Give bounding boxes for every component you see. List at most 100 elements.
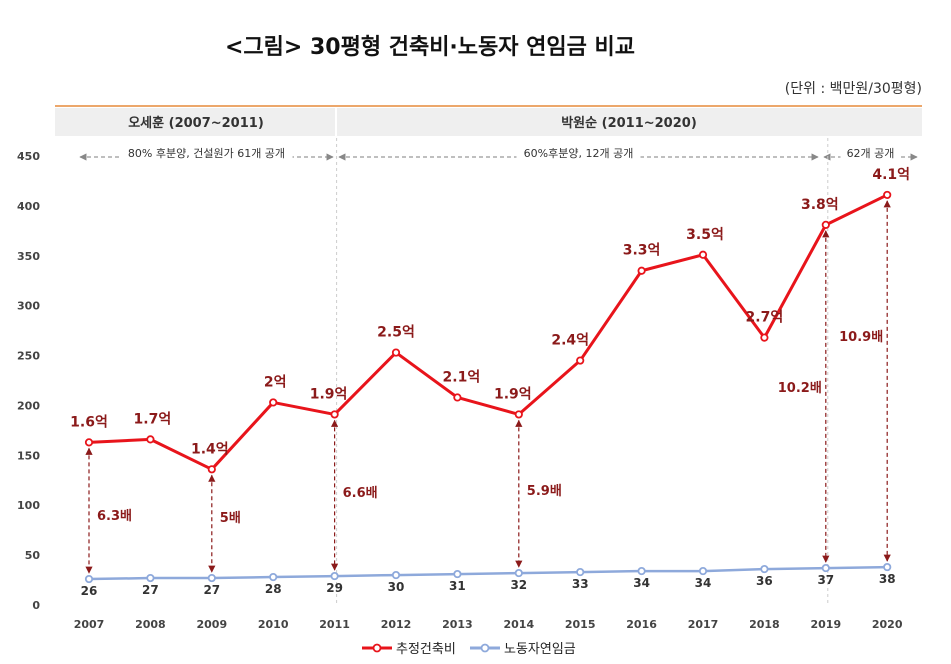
wage-data-label: 38 (879, 572, 896, 586)
y-tick-label: 450 (17, 150, 40, 163)
cost-data-label: 1.9억 (310, 386, 348, 402)
data-point (146, 573, 155, 583)
cost-data-label: 3.5억 (686, 227, 724, 243)
data-point (84, 574, 94, 584)
data-point (330, 410, 339, 419)
x-tick-label: 2016 (626, 618, 657, 631)
series-line (88, 565, 888, 581)
cost-data-label: 2.4억 (551, 333, 589, 349)
data-point (760, 564, 769, 574)
y-tick-label: 200 (17, 399, 40, 412)
wage-data-label: 29 (326, 581, 343, 595)
data-point (637, 266, 646, 275)
wage-data-label: 34 (695, 576, 712, 590)
legend-label: 노동자연임금 (504, 642, 576, 657)
data-point (760, 333, 769, 342)
y-tick-label: 400 (17, 200, 40, 213)
x-tick-label: 2017 (688, 618, 719, 631)
data-point (453, 393, 462, 402)
legend-swatch-marker (480, 643, 490, 653)
y-tick-label: 50 (25, 549, 41, 562)
y-tick-label: 250 (17, 350, 40, 363)
cost-data-label: 4.1억 (872, 167, 910, 183)
x-tick-label: 2011 (319, 618, 350, 631)
data-point (883, 562, 892, 572)
data-point (576, 567, 585, 577)
data-point (269, 572, 278, 582)
ratio-label: 5배 (220, 510, 241, 526)
y-tick-label: 350 (17, 250, 40, 263)
cost-data-label: 1.6억 (70, 414, 108, 430)
wage-data-label: 27 (203, 583, 220, 597)
y-tick-label: 150 (17, 449, 40, 462)
period-labels: 오세훈 (2007~2011) 박원순 (2011~2020) (128, 115, 697, 131)
period-band (55, 108, 922, 136)
wage-data-label: 33 (572, 577, 589, 591)
ratio-label: 10.2배 (778, 380, 822, 396)
x-axis: 2007 2008 2009 2010 2011 2012 2013 2014 2015 2016… (74, 618, 903, 631)
policy-label-bg (516, 145, 641, 161)
x-tick-label: 2009 (196, 618, 227, 631)
x-tick-label: 2007 (74, 618, 105, 631)
policy-label: 80% 후분양, 건설원가 61개 공개 (128, 147, 285, 160)
y-tick-label: 0 (32, 599, 40, 612)
legend-swatch-marker (372, 643, 382, 653)
data-point (698, 566, 708, 576)
unit-note: (단위 : 백만원/30평형) (785, 81, 922, 97)
wage-data-label: 28 (265, 582, 282, 596)
ratio-arrows: 6.3배 5배 6.6배 5.9배 10.2배 10.9배 (85, 200, 891, 574)
data-point (146, 435, 155, 444)
series-lines (84, 190, 892, 584)
data-point (207, 573, 216, 583)
cost-data-label: 2.5억 (377, 325, 415, 341)
data-point (821, 220, 830, 229)
cost-data-label: 3.8억 (801, 197, 839, 213)
policy-label: 60%후분양, 12개 공개 (524, 147, 634, 160)
data-point (269, 398, 278, 407)
x-tick-label: 2010 (258, 618, 289, 631)
x-tick-label: 2018 (749, 618, 780, 631)
cost-data-label: 2.1억 (443, 369, 481, 385)
ratio-label: 10.9배 (839, 329, 883, 345)
y-axis: 0 50 100 150 200 250 300 350 400 450 (17, 150, 40, 612)
policy-label: 62개 공개 (847, 147, 895, 160)
data-point (821, 563, 830, 573)
data-point (576, 356, 585, 365)
cost-data-label: 1.9억 (494, 386, 532, 402)
period-separator-lines (336, 138, 829, 605)
x-tick-label: 2015 (565, 618, 596, 631)
wage-data-label: 34 (633, 576, 650, 590)
cost-data-label: 1.7억 (134, 411, 172, 427)
data-point (883, 190, 892, 200)
data-point (391, 348, 401, 357)
data-point (514, 568, 523, 578)
legend: 추정건축비 노동자연임금 (362, 642, 576, 657)
data-point (207, 465, 216, 474)
wage-data-label: 30 (388, 580, 405, 594)
wage-data-label: 26 (81, 584, 98, 598)
data-point (84, 438, 94, 447)
y-tick-label: 100 (17, 499, 40, 512)
wage-data-label: 32 (510, 578, 527, 592)
data-point (391, 570, 401, 580)
x-tick-label: 2012 (381, 618, 412, 631)
ratio-label: 6.6배 (343, 485, 378, 501)
chart-title: <그림> 30평형 건축비·노동자 연임금 비교 (225, 35, 635, 60)
data-labels: 1.6억 1.7억 1.4억 2억 1.9억 2.5억 2.1억 1.9억 2.4억 3.3억 3.… (70, 167, 910, 598)
x-tick-label: 2013 (442, 618, 473, 631)
ratio-label: 5.9배 (527, 483, 562, 499)
x-tick-label: 2019 (810, 618, 841, 631)
cost-data-label: 1.4억 (191, 441, 229, 457)
data-point (453, 569, 462, 579)
period-label: 박원순 (2011~2020) (561, 115, 697, 131)
policy-label-bg (120, 145, 293, 161)
period-label: 오세훈 (2007~2011) (128, 115, 264, 131)
series-line (88, 193, 888, 471)
policy-annotations: 80% 후분양, 건설원가 61개 공개 60%후분양, 12개 공개 62개 공개 (79, 145, 918, 161)
wage-data-label: 37 (817, 573, 834, 587)
x-tick-label: 2008 (135, 618, 166, 631)
data-point (514, 410, 523, 419)
policy-label-bg (840, 145, 901, 161)
wage-data-label: 31 (449, 579, 466, 593)
